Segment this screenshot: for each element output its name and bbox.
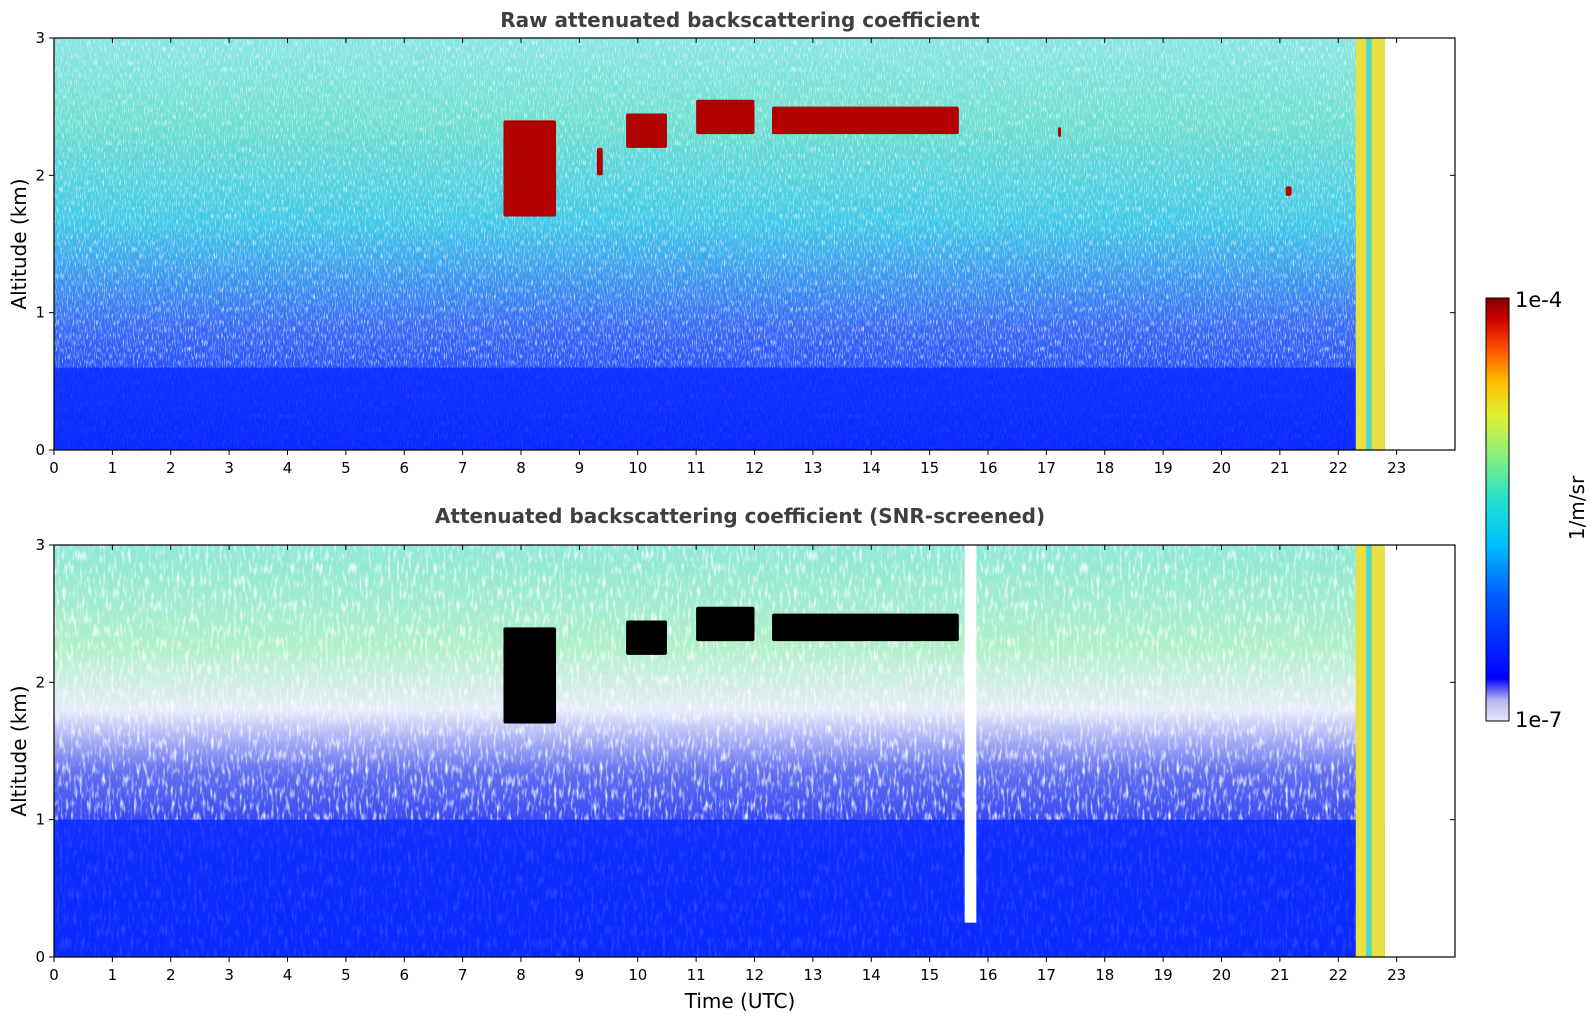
screened-gap-region <box>964 545 977 923</box>
x-tick-label: 9 <box>575 966 585 984</box>
y-axis-label: Altitude (km) <box>7 685 31 816</box>
x-tick-label: 13 <box>803 966 822 984</box>
x-tick-label: 22 <box>1329 459 1348 477</box>
x-tick-label: 17 <box>1037 459 1056 477</box>
colorbar-gradient <box>1485 297 1510 722</box>
x-tick-label: 18 <box>1095 966 1114 984</box>
y-tick-label: 1 <box>35 304 45 322</box>
x-tick-label: 2 <box>166 459 176 477</box>
aerosol-boundary-layer-region <box>54 367 1385 450</box>
x-tick-label: 5 <box>341 966 351 984</box>
x-tick-label: 7 <box>458 966 468 984</box>
colorbar-label: 1/m/sr <box>1565 475 1589 540</box>
aerosol-boundary-layer-region <box>54 819 1385 957</box>
x-tick-label: 0 <box>49 966 59 984</box>
x-tick-label: 19 <box>1154 459 1173 477</box>
cloud-region <box>772 106 959 135</box>
precipitation-core <box>1365 545 1372 957</box>
y-tick-label: 3 <box>35 29 45 47</box>
x-tick-label: 19 <box>1154 966 1173 984</box>
panel-title: Attenuated backscattering coefficient (S… <box>435 504 1045 528</box>
colorbar-max-label: 1e-4 <box>1515 288 1562 312</box>
y-tick-label: 2 <box>35 166 45 184</box>
x-tick-label: 22 <box>1329 966 1348 984</box>
y-tick-label: 0 <box>35 441 45 459</box>
x-tick-label: 6 <box>399 966 409 984</box>
cloud-region <box>596 147 603 176</box>
x-tick-label: 20 <box>1212 459 1231 477</box>
cloud-region <box>626 620 667 655</box>
x-tick-label: 1 <box>108 459 118 477</box>
x-tick-label: 0 <box>49 459 59 477</box>
precipitation-core <box>1365 38 1372 450</box>
x-tick-label: 3 <box>224 459 234 477</box>
x-tick-label: 1 <box>108 966 118 984</box>
x-tick-label: 16 <box>978 459 997 477</box>
panel-snr-screened: Attenuated backscattering coefficient (S… <box>7 504 1456 1013</box>
x-tick-label: 4 <box>283 459 293 477</box>
x-tick-label: 13 <box>803 459 822 477</box>
cloud-region <box>503 120 557 217</box>
cloud-region <box>696 99 755 135</box>
colorbar-min-label: 1e-7 <box>1515 708 1562 732</box>
panel-title: Raw attenuated backscattering coefficien… <box>500 8 980 32</box>
y-tick-label: 1 <box>35 811 45 829</box>
x-tick-label: 12 <box>745 966 764 984</box>
colorbar: 1e-4 1e-7 1/m/sr <box>1485 288 1589 732</box>
y-tick-label: 2 <box>35 673 45 691</box>
x-tick-label: 8 <box>516 966 526 984</box>
x-tick-label: 14 <box>862 966 881 984</box>
cloud-region <box>772 613 959 642</box>
x-tick-label: 20 <box>1212 966 1231 984</box>
heatmap-area <box>54 545 1385 957</box>
y-tick-label: 0 <box>35 948 45 966</box>
x-tick-label: 3 <box>224 966 234 984</box>
x-tick-label: 6 <box>399 459 409 477</box>
x-tick-label: 15 <box>920 966 939 984</box>
x-tick-label: 23 <box>1387 459 1406 477</box>
x-tick-label: 16 <box>978 966 997 984</box>
x-tick-label: 10 <box>628 459 647 477</box>
x-tick-label: 14 <box>862 459 881 477</box>
cloud-region <box>503 627 557 724</box>
x-tick-label: 5 <box>341 459 351 477</box>
y-axis: 0 1 2 3 <box>35 29 1455 459</box>
x-tick-label: 18 <box>1095 459 1114 477</box>
x-tick-label: 9 <box>575 459 585 477</box>
cloud-region <box>1285 186 1292 196</box>
x-tick-label: 17 <box>1037 966 1056 984</box>
x-axis: 0 1 2 3 4 5 6 7 8 9 10 11 12 13 14 15 16 17 18 19 20 21 22 23 <box>49 545 1406 984</box>
x-tick-label: 2 <box>166 966 176 984</box>
x-tick-label: 8 <box>516 459 526 477</box>
y-axis: 0 1 2 3 <box>35 536 1455 966</box>
x-tick-label: 21 <box>1270 966 1289 984</box>
panel-raw: Raw attenuated backscattering coefficien… <box>7 8 1456 477</box>
x-tick-label: 21 <box>1270 459 1289 477</box>
x-tick-label: 11 <box>687 966 706 984</box>
x-axis: 0 1 2 3 4 5 6 7 8 9 10 11 12 13 14 15 16 17 18 19 20 21 22 23 <box>49 38 1406 477</box>
x-tick-label: 23 <box>1387 966 1406 984</box>
heatmap-area <box>54 38 1385 450</box>
x-axis-label: Time (UTC) <box>684 989 796 1013</box>
x-tick-label: 12 <box>745 459 764 477</box>
cloud-region <box>626 113 667 148</box>
x-tick-label: 4 <box>283 966 293 984</box>
x-tick-label: 11 <box>687 459 706 477</box>
x-tick-label: 10 <box>628 966 647 984</box>
x-tick-label: 7 <box>458 459 468 477</box>
y-tick-label: 3 <box>35 536 45 554</box>
y-axis-label: Altitude (km) <box>7 178 31 309</box>
cloud-region <box>1058 127 1062 137</box>
x-tick-label: 15 <box>920 459 939 477</box>
cloud-region <box>696 606 755 642</box>
